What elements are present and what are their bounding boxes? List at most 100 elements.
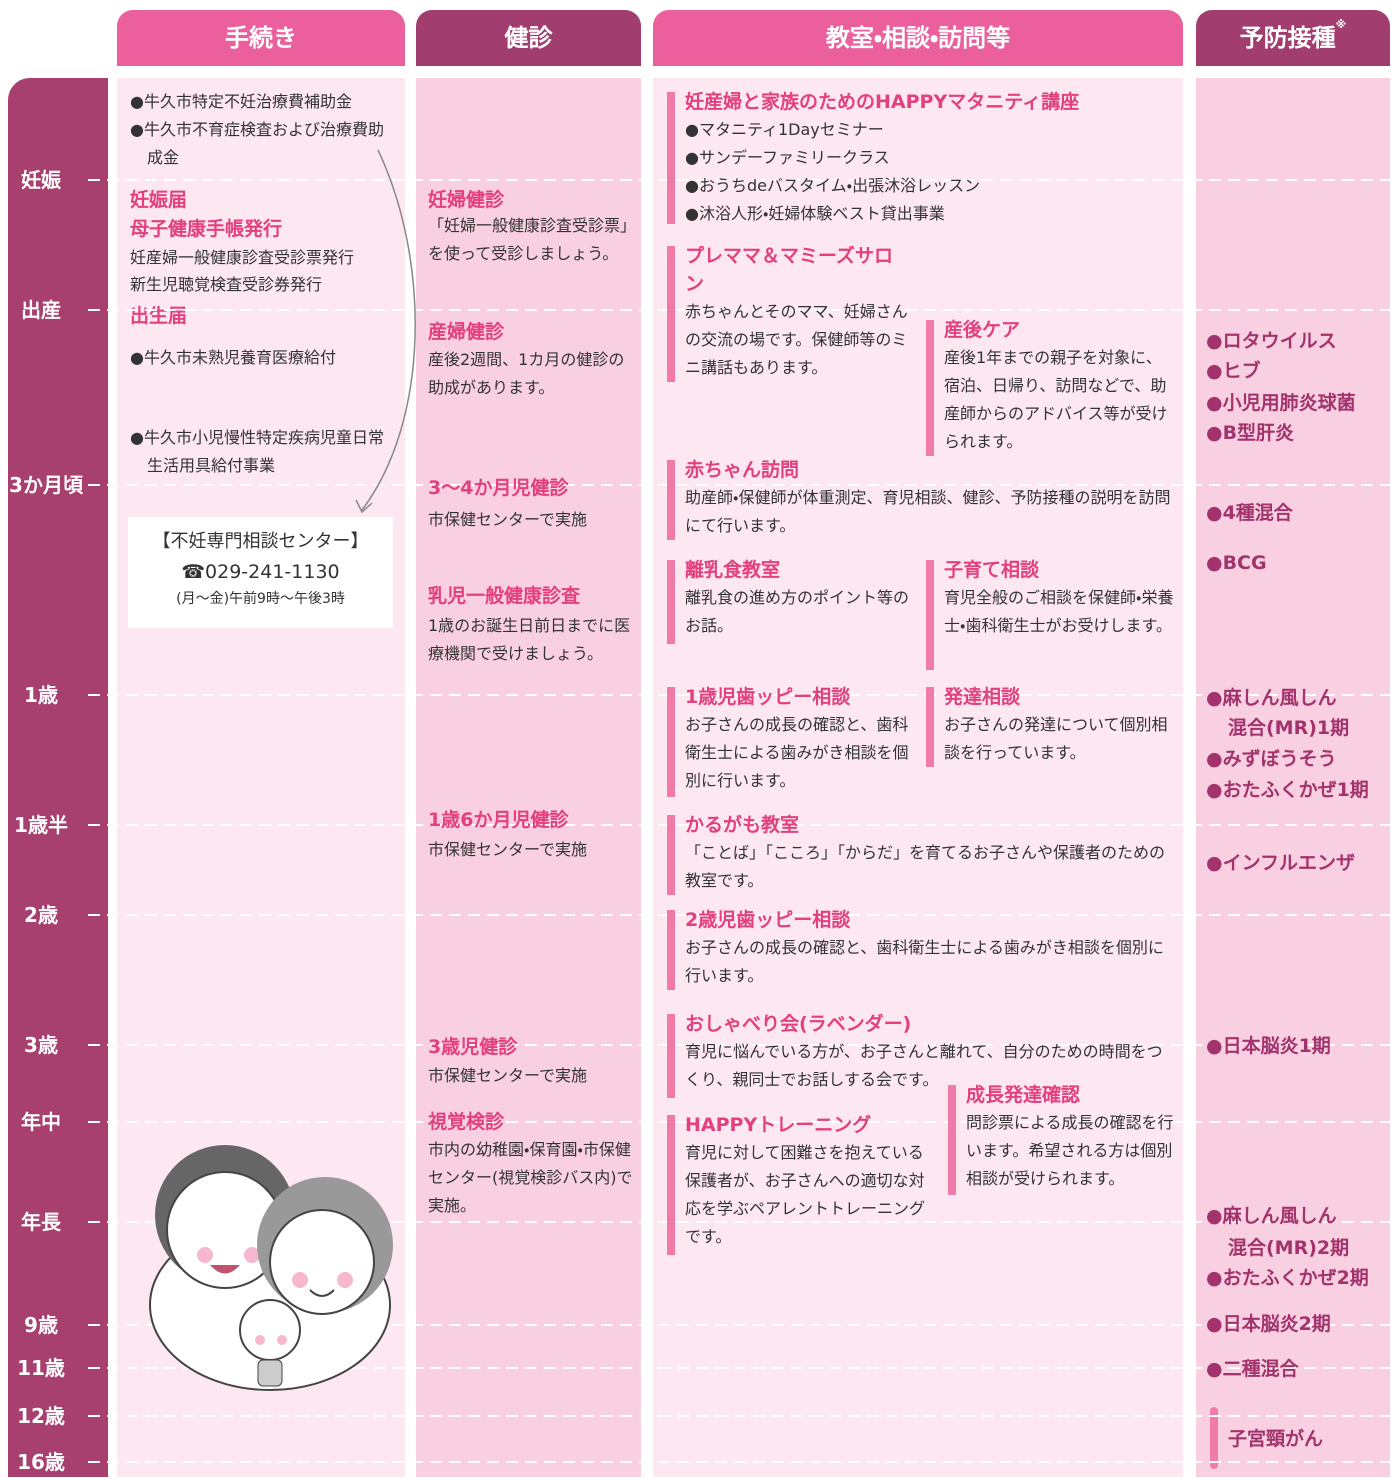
class-text: 産後1年までの親子を対象に、宿泊、日帰り、訪問などで、助産師からのアドバイス等が… (944, 348, 1168, 451)
class-title: おしゃべり会(ラベンダー) (685, 1013, 912, 1035)
class-text: 離乳食の進め方のポイント等のお話。 (685, 588, 910, 635)
age-label: 3か月頃 (9, 473, 83, 497)
procedure: ●牛久市不育症検査および治療費助成金 (130, 120, 384, 167)
checkup-title: 産婦健診 (428, 321, 505, 343)
bar (667, 92, 675, 224)
vaccine: ●麻しん風しん (1206, 1205, 1337, 1227)
checkup-text: 市内の幼稚園・保育園・市保健センター(視覚検診バス内)で実施。 (428, 1140, 633, 1215)
bar (667, 815, 675, 895)
vaccine: ●ヒブ (1206, 360, 1261, 382)
class-item: ●沐浴人形・妊婦体験ベスト貸出事業 (685, 204, 945, 223)
procedure: ●牛久市特定不妊治療費補助金 (130, 92, 352, 111)
age-label: 2歳 (24, 903, 58, 927)
header: 健診 (416, 10, 641, 66)
bar (948, 1085, 956, 1195)
class-text: 助産師・保健師が体重測定、育児相談、健診、予防接種の説明を訪問にて行います。 (685, 488, 1171, 535)
procedure-title: 妊娠届 (130, 189, 188, 211)
vaccine: ●BCG (1206, 552, 1267, 574)
procedure-title: 母子健康手帳発行 (130, 218, 283, 240)
checkup-title: 3歳児健診 (428, 1036, 518, 1058)
procedure: ●牛久市小児慢性特定疾病児童日常生活用具給付事業 (130, 428, 384, 475)
checkup-title: 視覚検診 (428, 1111, 505, 1133)
age-label: 12歳 (17, 1404, 65, 1428)
checkup-text: 市保健センターで実施 (428, 840, 588, 859)
vaccine: ●みずぼうそう (1206, 748, 1337, 770)
class-title: 1歳児歯ッピー相談 (685, 686, 851, 708)
class-text: 育児に悩んでいる方が、お子さんと離れて、自分のための時間をつくり、親同士でお話し… (685, 1042, 1163, 1089)
header: 手続き (117, 10, 405, 66)
consult-name: 【不妊専門相談センター】 (152, 531, 369, 552)
vaccine: ●おたふくかぜ2期 (1206, 1267, 1369, 1289)
age-label: 1歳半 (14, 813, 68, 837)
checkup-text: 「妊婦一般健康診査受診票」を使って受診しましょう。 (428, 216, 637, 263)
vaccine: ●おたふくかぜ1期 (1206, 779, 1369, 801)
bar (667, 1115, 675, 1255)
bar (926, 320, 934, 456)
header: 予防接種※ (1196, 10, 1390, 66)
vaccine: ●小児用肺炎球菌 (1206, 392, 1356, 414)
class-text: お子さんの発達について個別相談を行っています。 (944, 715, 1168, 762)
class-title: プレママ＆マミーズサロン (685, 245, 894, 295)
column-bg (416, 78, 641, 1477)
class-item: ●サンデーファミリークラス (685, 148, 890, 167)
vaccine: 混合(MR)2期 (1228, 1237, 1350, 1259)
age-label: 1歳 (24, 683, 58, 707)
class-title: 子育て相談 (944, 559, 1040, 581)
class-title: 赤ちゃん訪問 (685, 459, 800, 481)
class-title: 成長発達確認 (966, 1084, 1081, 1106)
age-label: 16歳 (17, 1450, 65, 1474)
arrow-head (355, 499, 373, 514)
checkup-title: 3〜4か月児健診 (428, 477, 569, 499)
vaccine: ●麻しん風しん (1206, 687, 1337, 709)
class-title: 2歳児歯ッピー相談 (685, 909, 851, 931)
column-bg (653, 78, 1183, 1477)
consult-box: 【不妊専門相談センター】 ☎029-241-1130 (月〜金)午前9時〜午後3… (128, 517, 393, 628)
consult-hours: (月〜金)午前9時〜午後3時 (176, 591, 345, 607)
class-title: かるがも教室 (685, 814, 800, 836)
vaccine: ●B型肝炎 (1206, 422, 1295, 444)
bar (926, 560, 934, 670)
vaccine: 子宮頸がん (1228, 1428, 1324, 1450)
vaccine: ●ロタウイルス (1206, 330, 1337, 352)
bar (926, 687, 934, 767)
vaccine: ●二種混合 (1206, 1358, 1299, 1380)
class-title: HAPPYトレーニング (685, 1114, 872, 1136)
vaccine: ●日本脳炎1期 (1206, 1035, 1331, 1057)
class-title: 妊産婦と家族のためのHAPPYマタニティ講座 (685, 91, 1080, 113)
vaccine: ●日本脳炎2期 (1206, 1313, 1331, 1335)
checkup-text: 産後2週間、1カ月の健診の助成があります。 (428, 350, 625, 397)
checkup-text: 市保健センターで実施 (428, 510, 588, 529)
age-label: 年長 (21, 1210, 61, 1234)
age-label: 妊娠 (21, 168, 61, 192)
vaccine: ●4種混合 (1206, 502, 1293, 524)
age-label: 出産 (21, 298, 61, 322)
class-text: 育児全般のご相談を保健師・栄養士・歯科衛生士がお受けします。 (944, 588, 1174, 635)
column-bg (1196, 78, 1390, 1477)
bar (667, 687, 675, 797)
class-text: 赤ちゃんとそのママ、妊婦さんの交流の場です。保健師等のミニ講話もあります。 (685, 302, 908, 377)
class-title: 産後ケア (944, 319, 1021, 341)
bar (667, 910, 675, 990)
class-text: お子さんの成長の確認と、歯科衛生士による歯みがき相談を個別に行います。 (685, 715, 909, 790)
checkup-text: 1歳のお誕生日前日までに医療機関で受けましょう。 (428, 616, 631, 663)
consult-phone: ☎029-241-1130 (181, 561, 340, 583)
checkup-title: 妊婦健診 (428, 189, 505, 211)
bar (667, 1014, 675, 1098)
header-note: ※ (1335, 18, 1347, 31)
class-title: 発達相談 (944, 686, 1021, 708)
bar (667, 246, 675, 382)
age-label: 年中 (21, 1110, 61, 1134)
class-item: ●おうちdeバスタイム・出張沐浴レッスン (685, 176, 981, 195)
procedure: 新生児聴覚検査受診券発行 (130, 275, 323, 294)
illustration (149, 1145, 393, 1391)
class-title: 離乳食教室 (685, 559, 781, 581)
checkup-title: 1歳6か月児健診 (428, 809, 569, 831)
age-label: 11歳 (17, 1356, 65, 1380)
checkup-text: 市保健センターで実施 (428, 1066, 588, 1085)
header: 教室・相談・訪問等 (653, 10, 1183, 66)
procedure: 妊産婦一般健康診査受診票発行 (130, 248, 355, 267)
age-column (8, 78, 108, 1477)
age-label: 9歳 (24, 1313, 58, 1337)
